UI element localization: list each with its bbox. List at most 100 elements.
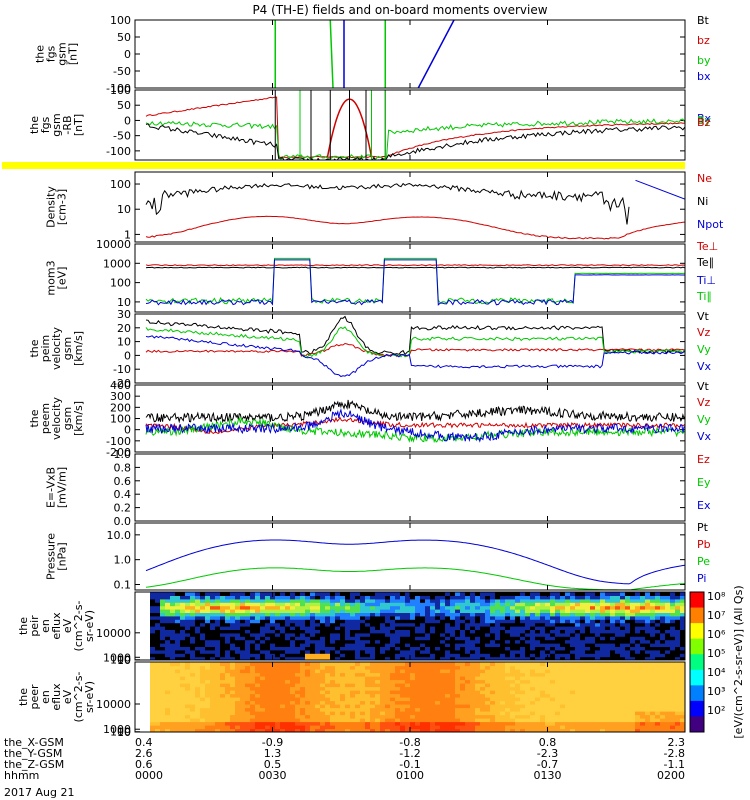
spectrogram-cell: [520, 612, 526, 617]
spectrogram-cell: [420, 636, 426, 641]
spectrogram-cell: [310, 602, 316, 607]
spectrogram-cell: [340, 656, 346, 660]
spectrogram-cell: [180, 595, 186, 600]
spectrogram-cell: [390, 693, 396, 698]
spectrogram-cell: [345, 683, 351, 688]
spectrogram-cell: [635, 602, 641, 607]
spectrogram-cell: [650, 704, 656, 709]
spectrogram-cell: [340, 679, 346, 684]
spectrogram-cell: [305, 728, 311, 732]
spectrogram-cell: [675, 662, 681, 667]
spectrogram-cell: [530, 669, 536, 674]
spectrogram-cell: [455, 711, 461, 716]
spectrogram-cell: [370, 662, 376, 667]
spectrogram-cell: [295, 725, 301, 730]
spectrogram-cell: [510, 629, 516, 634]
spectrogram-cell: [370, 676, 376, 681]
spectrogram-cell: [670, 643, 676, 647]
spectrogram-cell: [535, 615, 541, 620]
spectrogram-cell: [310, 598, 316, 603]
spectrogram-cell: [280, 700, 286, 705]
spectrogram-cell: [300, 636, 306, 641]
spectrogram-cell: [515, 622, 521, 627]
spectrogram-cell: [610, 626, 616, 630]
spectrogram-cell: [330, 725, 336, 730]
spectrogram-cell: [350, 595, 356, 600]
spectrogram-cell: [365, 646, 371, 651]
spectrogram-cell: [165, 690, 171, 695]
spectrogram-cell: [570, 665, 576, 670]
spectrogram-cell: [365, 615, 371, 620]
spectrogram-cell: [245, 643, 251, 647]
spectrogram-cell: [155, 728, 161, 732]
spectrogram-cell: [170, 683, 176, 688]
spectrogram-cell: [595, 622, 601, 627]
spectrogram-cell: [475, 725, 481, 730]
spectrogram-cell: [625, 643, 631, 647]
spectrogram-cell: [460, 686, 466, 691]
spectrogram-cell: [445, 643, 451, 647]
spectrogram-cell: [465, 686, 471, 691]
spectrogram-cell: [445, 700, 451, 705]
spectrogram-cell: [480, 693, 486, 698]
spectrogram-cell: [610, 714, 616, 719]
spectrogram-cell: [520, 632, 526, 637]
spectrogram-cell: [510, 693, 516, 698]
spectrogram-cell: [505, 656, 511, 660]
colorbar-tick-label: 10⁷: [707, 609, 725, 622]
spectrogram-cell: [450, 676, 456, 681]
spectrogram-cell: [465, 711, 471, 716]
spectrogram-cell: [485, 629, 491, 634]
spectrogram-cell: [530, 646, 536, 651]
spectrogram-cell: [620, 693, 626, 698]
spectrogram-cell: [325, 622, 331, 627]
spectrogram-cell: [565, 653, 571, 658]
spectrogram-cell: [335, 619, 341, 624]
spectrogram-cell: [615, 639, 621, 644]
spectrogram-cell: [240, 636, 246, 641]
spectrogram-cell: [485, 693, 491, 698]
spectrogram-cell: [585, 697, 591, 702]
spectrogram-cell: [240, 718, 246, 723]
spectrogram-cell: [190, 643, 196, 647]
spectrogram-cell: [585, 646, 591, 651]
spectrogram-cell: [215, 683, 221, 688]
spectrogram-cell: [170, 619, 176, 624]
spectrogram-cell: [610, 592, 616, 596]
spectrogram-cell: [240, 721, 246, 726]
spectrogram-cell: [330, 632, 336, 637]
spectrogram-cell: [150, 605, 156, 610]
spectrogram-cell: [605, 595, 611, 600]
spectrogram-cell: [385, 676, 391, 681]
spectrogram-cell: [395, 605, 401, 610]
spectrogram-cell: [350, 693, 356, 698]
spectrogram-cell: [470, 707, 476, 712]
spectrogram-cell: [490, 653, 496, 658]
spectrogram-cell: [300, 707, 306, 712]
npot-series: [635, 179, 685, 200]
spectrogram-cell: [500, 725, 506, 730]
spectrogram-cell: [460, 690, 466, 695]
spectrogram-cell: [195, 718, 201, 723]
spectrogram-cell: [600, 725, 606, 730]
spectrogram-cell: [445, 704, 451, 709]
spectrogram-cell: [490, 643, 496, 647]
spectrogram-cell: [680, 646, 685, 651]
spectrogram-cell: [435, 592, 441, 596]
spectrogram-cell: [555, 714, 561, 719]
spectrogram-cell: [260, 704, 266, 709]
spectrogram-cell: [165, 721, 171, 726]
spectrogram-cell: [520, 595, 526, 600]
spectrogram-cell: [575, 656, 581, 660]
xaxis-row-label: the_Z-GSM: [4, 758, 64, 771]
spectrogram-cell: [425, 711, 431, 716]
spectrogram-cell: [415, 632, 421, 637]
spectrogram-cell: [475, 721, 481, 726]
spectrogram-cell: [635, 595, 641, 600]
spectrogram-cell: [445, 619, 451, 624]
spectrogram-cell: [620, 672, 626, 677]
spectrogram-cell: [165, 665, 171, 670]
spectrogram-cell: [530, 700, 536, 705]
spectrogram-cell: [485, 646, 491, 651]
spectrogram-cell: [570, 679, 576, 684]
